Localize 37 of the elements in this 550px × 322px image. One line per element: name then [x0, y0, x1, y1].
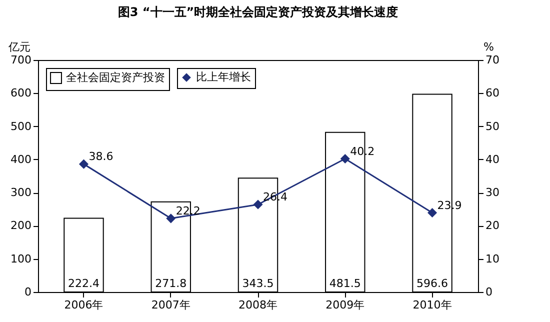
- legend-label: 全社会固定资产投资: [66, 71, 165, 84]
- x-tick-label: 2009年: [326, 298, 365, 312]
- y-axis-title: 亿元: [8, 40, 30, 54]
- chart-title: 图3 “十一五”时期全社会固定资产投资及其增长速度: [118, 5, 398, 19]
- y2-tick-label: 60: [486, 86, 500, 100]
- point: [340, 154, 350, 164]
- y2-tick-label: 70: [486, 54, 500, 66]
- x-tick-label: 2006年: [64, 298, 104, 312]
- data-label: 596.6: [416, 277, 448, 290]
- y2-tick-label: 20: [486, 219, 500, 232]
- y-tick-label: 600: [10, 86, 32, 100]
- point: [166, 214, 176, 223]
- y-tick-label: 700: [10, 54, 32, 66]
- y-tick-label: 100: [10, 252, 32, 266]
- x-tick-label: 2010年: [412, 298, 452, 312]
- y-tick-label: 400: [10, 152, 32, 166]
- y2-tick-label: 50: [486, 120, 500, 133]
- y2-tick-label: 0: [486, 286, 492, 298]
- data-label: 481.5: [329, 277, 361, 290]
- y2-tick-label: 40: [486, 152, 500, 166]
- legend-label: 比上年增长: [196, 70, 251, 84]
- data-label: 222.4: [68, 277, 100, 290]
- y-tick-label: 200: [10, 219, 32, 232]
- point: [79, 160, 88, 168]
- y2-tick-label: 30: [486, 186, 500, 200]
- x-tick-label: 2008年: [238, 298, 278, 312]
- x-tick-label: 2007年: [151, 298, 190, 312]
- y-tick-label: 300: [10, 186, 32, 200]
- point: [428, 208, 437, 218]
- y2-tick-label: 10: [486, 252, 500, 266]
- y-tick-label: 0: [24, 286, 32, 298]
- data-label: 271.8: [155, 277, 187, 290]
- data-label: 343.5: [242, 277, 274, 290]
- point: [254, 200, 262, 209]
- y2-axis-title: %: [484, 40, 494, 54]
- y-tick-label: 500: [10, 120, 32, 133]
- data-label: 38.6: [88, 150, 114, 164]
